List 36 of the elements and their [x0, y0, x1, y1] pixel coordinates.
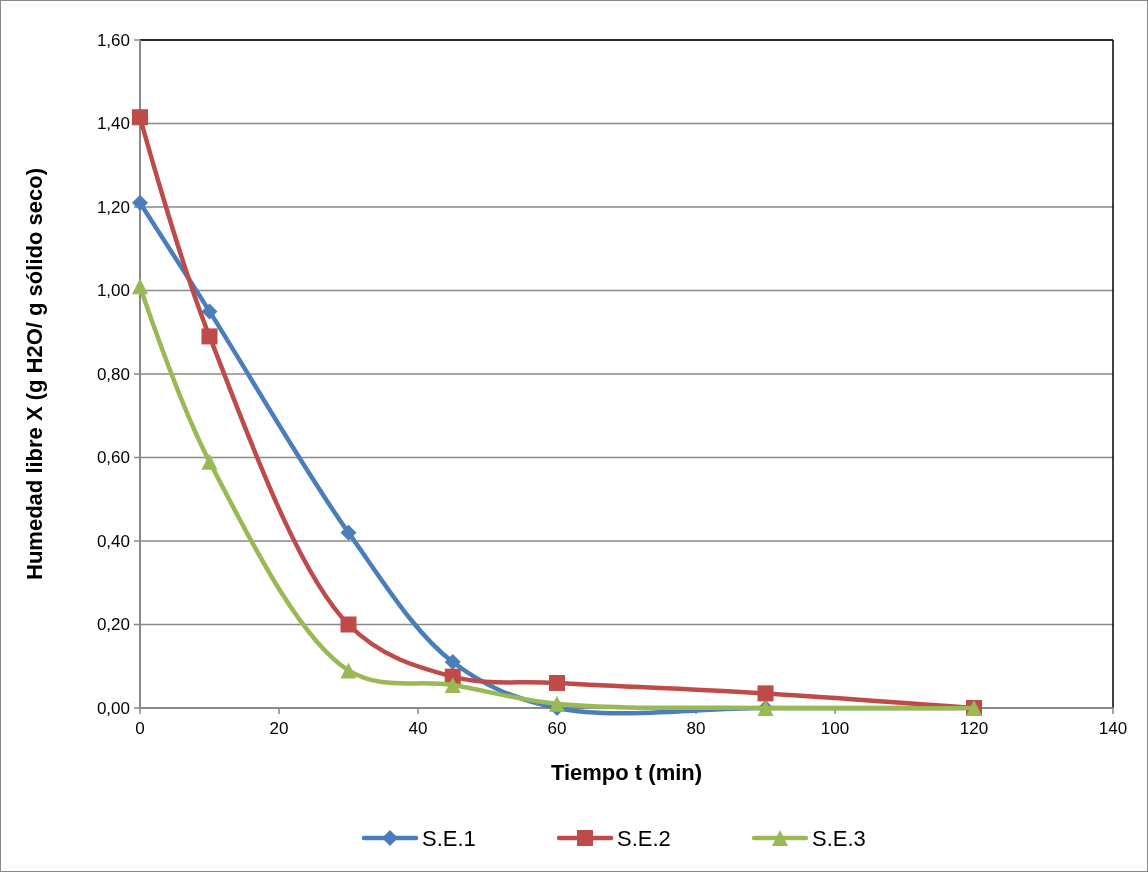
point — [340, 616, 357, 633]
legend-label: S.E.1 — [422, 825, 476, 851]
y-axis-title: Humedad libre X (g H2O/ g sólido seco) — [22, 168, 47, 580]
x-tick-label: 80 — [686, 719, 706, 738]
point — [444, 677, 461, 694]
x-tick-label: 140 — [1098, 719, 1128, 738]
legend-label: S.E.3 — [812, 825, 866, 851]
point — [757, 685, 774, 702]
x-tick-label: 60 — [547, 719, 567, 738]
x-axis-title: Tiempo t (min) — [550, 760, 703, 785]
point — [132, 278, 148, 295]
point — [549, 695, 565, 712]
point — [132, 109, 148, 126]
x-tick-label: 20 — [269, 719, 289, 738]
point — [340, 662, 357, 679]
y-tick-label: 0,60 — [96, 448, 130, 468]
y-tick-label: 0,80 — [96, 364, 130, 384]
legend-label: S.E.2 — [617, 825, 671, 851]
x-tick-label: 120 — [959, 719, 989, 738]
x-tick-label: 40 — [408, 719, 428, 738]
point — [132, 194, 148, 211]
point — [549, 674, 565, 691]
point — [201, 328, 218, 345]
point — [444, 654, 461, 671]
y-tick-label: 0,00 — [96, 698, 130, 718]
point — [340, 524, 357, 541]
y-tick-label: 1,20 — [96, 197, 130, 217]
x-tick-label: 0 — [135, 719, 145, 738]
y-tick-label: 0,20 — [96, 615, 130, 635]
y-tick-label: 1,60 — [96, 30, 130, 50]
y-tick-label: 0,40 — [96, 531, 130, 551]
y-tick-label: 1,40 — [96, 114, 130, 134]
x-tick-label: 100 — [820, 719, 850, 738]
point — [201, 453, 218, 470]
point — [201, 303, 218, 320]
y-tick-label: 1,00 — [96, 281, 130, 301]
